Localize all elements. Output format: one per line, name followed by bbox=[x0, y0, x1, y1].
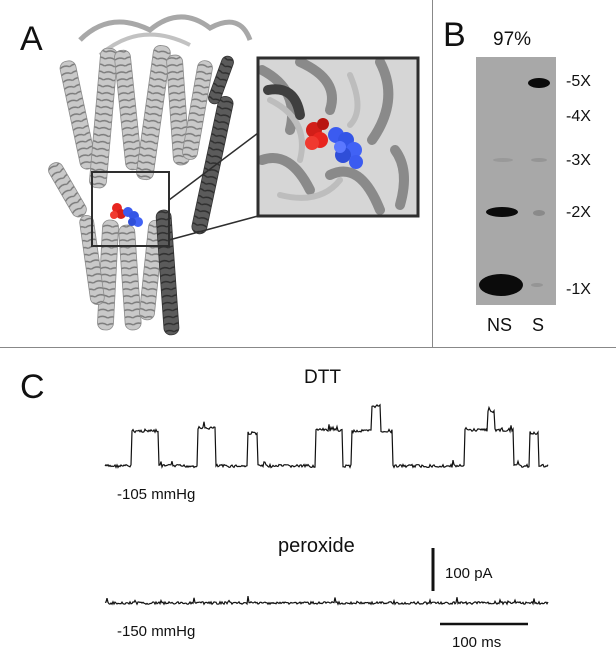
marker-2x: -2X bbox=[566, 204, 591, 221]
marker-1x: -1X bbox=[566, 281, 591, 298]
trace-peroxide bbox=[104, 596, 549, 606]
lane-label-ns: NS bbox=[487, 315, 513, 335]
percent-label: 97% bbox=[493, 29, 532, 50]
trace-dtt bbox=[104, 403, 549, 469]
protein-ribbon-structure-icon bbox=[48, 14, 420, 336]
pressure-label-1: -105 mmHg bbox=[117, 486, 196, 503]
band-ns-2x bbox=[486, 207, 518, 217]
panel-letter-a: A bbox=[20, 20, 43, 58]
panel-c: C DTT -105 mmHg peroxide -150 mmHg 100 p… bbox=[0, 348, 616, 666]
marker-4x: -4X bbox=[566, 108, 591, 125]
panel-b: B 97% -5X -4X -3X -2X -1X NS S bbox=[433, 0, 616, 348]
gel-background bbox=[476, 57, 556, 305]
pressure-label-2: -150 mmHg bbox=[117, 623, 196, 640]
trace-label-peroxide: peroxide bbox=[278, 535, 355, 557]
zoom-box bbox=[91, 171, 170, 247]
band-s-5x bbox=[528, 78, 550, 88]
marker-5x: -5X bbox=[566, 73, 591, 90]
zoom-inset-icon bbox=[256, 56, 420, 218]
marker-3x: -3X bbox=[566, 152, 591, 169]
gel-blot-icon bbox=[476, 57, 556, 305]
panel-letter-b: B bbox=[443, 16, 466, 54]
scale-time-label: 100 ms bbox=[452, 634, 502, 651]
band-ns-1x bbox=[479, 274, 523, 296]
panel-a: A bbox=[0, 0, 433, 348]
lane-label-s: S bbox=[532, 315, 545, 335]
trace-label-dtt: DTT bbox=[304, 367, 341, 388]
panel-letter-c: C bbox=[20, 368, 45, 406]
scale-current-label: 100 pA bbox=[445, 565, 493, 582]
